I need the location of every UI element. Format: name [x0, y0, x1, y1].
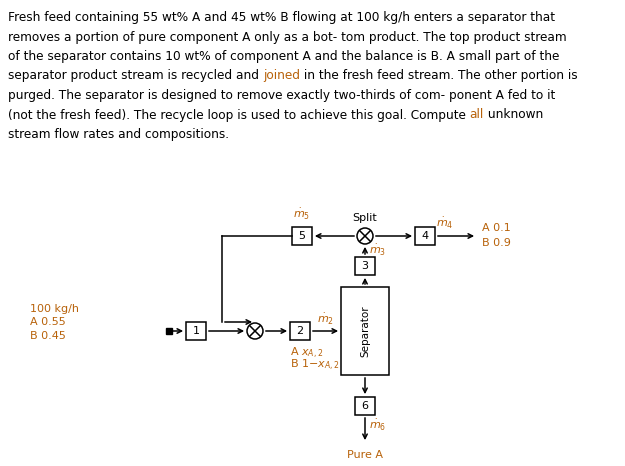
Text: Pure A: Pure A — [347, 450, 383, 460]
Text: B 1$-x_{A,2}$: B 1$-x_{A,2}$ — [290, 358, 339, 373]
Bar — [355, 397, 375, 415]
Text: (not the fresh feed). The recycle loop is used to achieve this goal. Compute: (not the fresh feed). The recycle loop i… — [8, 109, 470, 122]
Text: Split: Split — [352, 213, 377, 223]
Text: $\dot{m}_5$: $\dot{m}_5$ — [293, 207, 311, 222]
Text: 100 kg/h: 100 kg/h — [30, 304, 79, 314]
Text: unknown: unknown — [484, 109, 543, 122]
Bar — [186, 322, 206, 340]
Text: $\dot{m}_6$: $\dot{m}_6$ — [369, 418, 386, 432]
Bar — [290, 322, 310, 340]
Text: joined: joined — [263, 69, 300, 82]
Text: 5: 5 — [299, 231, 306, 241]
Text: A 0.1: A 0.1 — [482, 223, 511, 233]
Text: of the separator contains 10 wt% of component A and the balance is B. A small pa: of the separator contains 10 wt% of comp… — [8, 50, 559, 63]
Bar — [355, 257, 375, 275]
Bar — [341, 287, 389, 375]
Text: removes a portion of pure component A only as a bot- tom product. The top produc: removes a portion of pure component A on… — [8, 30, 567, 43]
Bar — [292, 227, 312, 245]
Bar — [415, 227, 435, 245]
Text: 6: 6 — [361, 401, 369, 411]
Text: B 0.45: B 0.45 — [30, 331, 66, 341]
Text: $\dot{m}_2$: $\dot{m}_2$ — [317, 312, 334, 327]
Text: purged. The separator is designed to remove exactly two-thirds of com- ponent A : purged. The separator is designed to rem… — [8, 89, 555, 102]
Text: 3: 3 — [361, 261, 369, 271]
Text: Fresh feed containing 55 wt% A and 45 wt% B flowing at 100 kg/h enters a separat: Fresh feed containing 55 wt% A and 45 wt… — [8, 11, 555, 24]
Text: $\dot{m}_4$: $\dot{m}_4$ — [436, 216, 454, 231]
Text: Separator: Separator — [360, 305, 370, 357]
Text: $\dot{m}_3$: $\dot{m}_3$ — [369, 243, 386, 258]
Text: in the fresh feed stream. The other portion is: in the fresh feed stream. The other port… — [300, 69, 578, 82]
Text: B 0.9: B 0.9 — [482, 238, 511, 248]
Text: 1: 1 — [192, 326, 199, 336]
Text: 4: 4 — [421, 231, 429, 241]
Text: 2: 2 — [296, 326, 304, 336]
Text: A 0.55: A 0.55 — [30, 317, 66, 327]
Text: A $x_{A,2}$: A $x_{A,2}$ — [290, 346, 323, 361]
Text: stream flow rates and compositions.: stream flow rates and compositions. — [8, 128, 229, 141]
Text: separator product stream is recycled and: separator product stream is recycled and — [8, 69, 263, 82]
Text: all: all — [470, 109, 484, 122]
